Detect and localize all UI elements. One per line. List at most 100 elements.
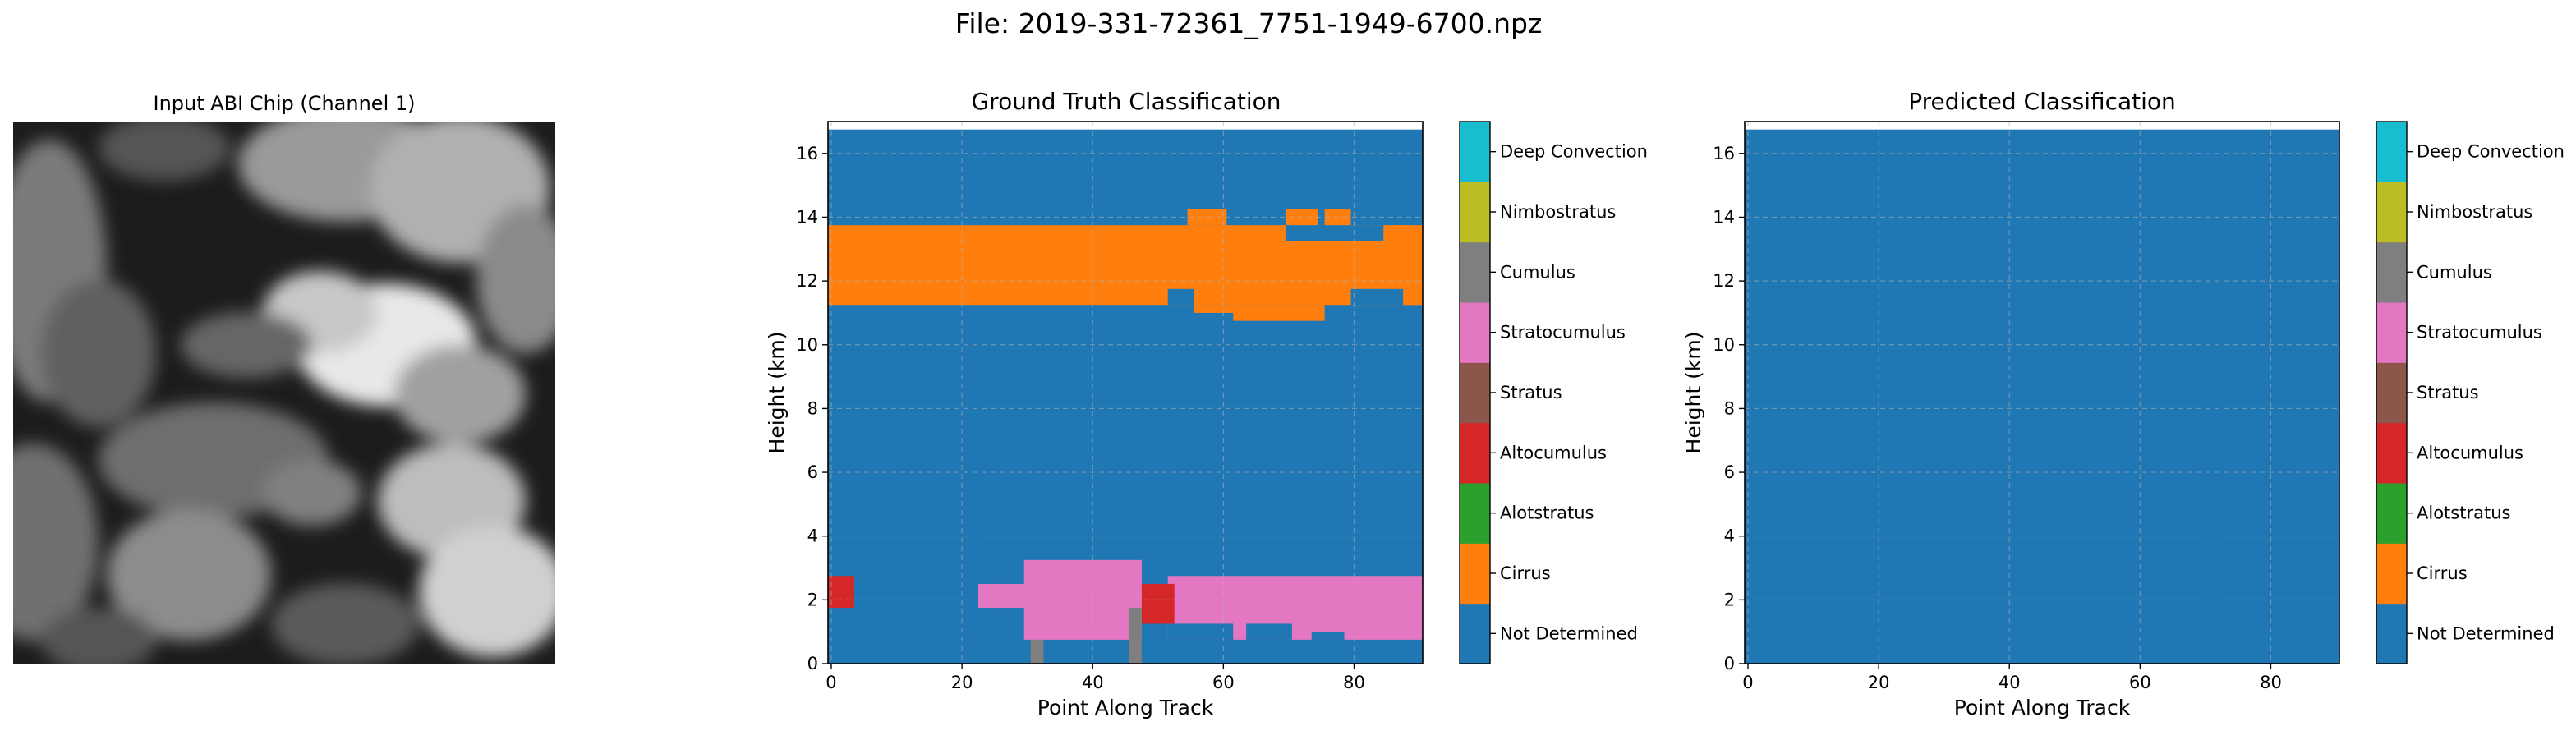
predicted-ytick-label: 8 — [1724, 398, 1735, 418]
ground-truth-colorbar-label: Altocumulus — [1500, 443, 1607, 462]
predicted-ylabel: Height (km) — [1681, 332, 1705, 454]
predicted-colorbar-label: Not Determined — [2417, 623, 2555, 643]
ground-truth-plot-area: 0 20 40 60 80 0 2 4 6 8 10 12 14 16 — [796, 121, 1424, 692]
ground-truth-xtick-label: 40 — [1082, 673, 1104, 692]
predicted-axes-frame — [1744, 121, 2340, 664]
predicted-ytick-label: 14 — [1713, 207, 1735, 227]
ground-truth-panel: Ground Truth Classification 0 20 40 60 80 0 2 4… — [765, 88, 1648, 720]
predicted-title: Predicted Classification — [1908, 88, 2176, 115]
figure-title: File: 2019-331-72361_7751-1949-6700.npz — [955, 7, 1543, 39]
predicted-colorbar-swatch — [2376, 422, 2407, 484]
ground-truth-colorbar: Not Determined Cirrus Alotstratus Altocumul… — [1459, 121, 1648, 664]
ground-truth-xtick-label: 20 — [951, 673, 973, 692]
ground-truth-region-cumulus — [1030, 639, 1044, 664]
ground-truth-region-altocumulus — [1141, 583, 1175, 624]
predicted-ytick-label: 4 — [1724, 526, 1735, 546]
ground-truth-axes-frame — [827, 121, 1424, 664]
predicted-ytick-label: 16 — [1713, 144, 1735, 163]
ground-truth-colorbar-label: Nimbostratus — [1500, 202, 1616, 222]
ground-truth-region-cirrus — [1233, 305, 1325, 321]
predicted-colorbar-label: Stratus — [2417, 383, 2479, 402]
ground-truth-region-cumulus — [1128, 608, 1142, 664]
ground-truth-colorbar-swatch — [1460, 543, 1490, 605]
ground-truth-colorbar-swatch — [1460, 122, 1490, 182]
ground-truth-ytick-label: 0 — [807, 654, 818, 674]
ground-truth-ytick-label: 12 — [796, 271, 818, 291]
predicted-colorbar-label: Cumulus — [2417, 262, 2492, 282]
abi-chip-panel: Input ABI Chip (Channel 1) — [13, 92, 555, 664]
predicted-colorbar-label: Deep Convection — [2417, 142, 2564, 162]
predicted-ytick-label: 6 — [1724, 462, 1735, 482]
predicted-colorbar-swatch — [2376, 543, 2407, 605]
predicted-ytick-label: 10 — [1713, 335, 1735, 355]
ground-truth-region-altocumulus — [828, 576, 854, 609]
predicted-colorbar-label: Alotstratus — [2417, 503, 2510, 523]
predicted-colorbar-frame — [2376, 121, 2408, 664]
ground-truth-xtick-label: 0 — [826, 673, 836, 692]
ground-truth-colorbar-label: Not Determined — [1500, 623, 1638, 643]
predicted-colorbar-swatch — [2376, 122, 2407, 182]
ground-truth-title: Ground Truth Classification — [971, 88, 1281, 115]
ground-truth-colorbar-swatch — [1460, 483, 1490, 544]
abi-chip-image — [13, 122, 555, 664]
predicted-colorbar-label: Cirrus — [2417, 563, 2468, 583]
predicted-ytick-label: 12 — [1713, 271, 1735, 291]
ground-truth-region-stratocumulus — [978, 583, 1162, 609]
predicted-colorbar-swatch — [2376, 603, 2407, 664]
predicted-ytick-label: 0 — [1724, 654, 1735, 674]
predicted-colorbar-label: Stratocumulus — [2417, 323, 2542, 343]
ground-truth-colorbar-frame — [1459, 121, 1491, 664]
ground-truth-region-cirrus — [1187, 209, 1227, 226]
predicted-cell-background — [1745, 129, 2339, 664]
ground-truth-region-not-determined — [1311, 632, 1345, 640]
predicted-ytick-label: 2 — [1724, 590, 1735, 609]
predicted-xlabel: Point Along Track — [1954, 696, 2131, 720]
ground-truth-ytick-label: 14 — [796, 207, 818, 227]
ground-truth-xlabel: Point Along Track — [1037, 696, 1214, 720]
ground-truth-colorbar-label: Alotstratus — [1500, 503, 1594, 523]
ground-truth-colorbar-label: Stratocumulus — [1500, 323, 1626, 343]
predicted-colorbar-swatch — [2376, 302, 2407, 363]
ground-truth-region-not-determined — [1167, 623, 1234, 640]
ground-truth-ytick-label: 4 — [807, 526, 818, 546]
ground-truth-colorbar-swatch — [1460, 422, 1490, 484]
predicted-colorbar-swatch — [2376, 483, 2407, 544]
predicted-xtick-label: 0 — [1742, 673, 1753, 692]
ground-truth-region-not-determined — [1285, 225, 1384, 241]
ground-truth-region-cirrus — [1194, 305, 1240, 313]
ground-truth-colorbar-swatch — [1460, 302, 1490, 363]
ground-truth-region-not-determined — [1246, 623, 1292, 640]
ground-truth-colorbar-swatch — [1460, 182, 1490, 243]
predicted-colorbar-swatch — [2376, 362, 2407, 424]
ground-truth-colorbar-swatch — [1460, 362, 1490, 424]
ground-truth-xtick-label: 80 — [1343, 673, 1365, 692]
predicted-xtick-label: 40 — [1999, 673, 2021, 692]
ground-truth-ytick-label: 10 — [796, 335, 818, 355]
ground-truth-region-cirrus — [1403, 288, 1423, 306]
ground-truth-colorbar-label: Cumulus — [1500, 262, 1576, 282]
abi-chip-title: Input ABI Chip (Channel 1) — [153, 92, 415, 115]
ground-truth-xtick-label: 60 — [1212, 673, 1235, 692]
predicted-colorbar-label: Altocumulus — [2417, 443, 2523, 462]
predicted-colorbar-swatch — [2376, 241, 2407, 303]
ground-truth-region-not-determined — [1167, 288, 1194, 306]
predicted-xtick-label: 80 — [2260, 673, 2282, 692]
predicted-plot-area: 0 20 40 60 80 0 2 4 6 8 10 12 14 16 — [1713, 121, 2340, 692]
predicted-panel: Predicted Classification 0 20 40 60 80 0 2 4 6 8 1… — [1681, 88, 2564, 720]
ground-truth-colorbar-swatch — [1460, 603, 1490, 664]
predicted-colorbar-label: Nimbostratus — [2417, 202, 2532, 222]
ground-truth-ytick-label: 16 — [796, 144, 818, 163]
ground-truth-ytick-label: 2 — [807, 590, 818, 609]
ground-truth-ytick-label: 6 — [807, 462, 818, 482]
ground-truth-colorbar-label: Cirrus — [1500, 563, 1551, 583]
ground-truth-region-not-determined — [1350, 288, 1404, 306]
ground-truth-ylabel: Height (km) — [765, 332, 789, 454]
predicted-colorbar-swatch — [2376, 182, 2407, 243]
ground-truth-colorbar-label: Stratus — [1500, 383, 1562, 402]
ground-truth-ytick-label: 8 — [807, 398, 818, 418]
predicted-colorbar: Not Determined Cirrus Alotstratus Altocumul… — [2376, 121, 2564, 664]
ground-truth-region-cirrus — [1383, 225, 1417, 241]
predicted-xtick-label: 60 — [2129, 673, 2151, 692]
predicted-xtick-label: 20 — [1868, 673, 1890, 692]
ground-truth-colorbar-label: Deep Convection — [1500, 142, 1648, 162]
